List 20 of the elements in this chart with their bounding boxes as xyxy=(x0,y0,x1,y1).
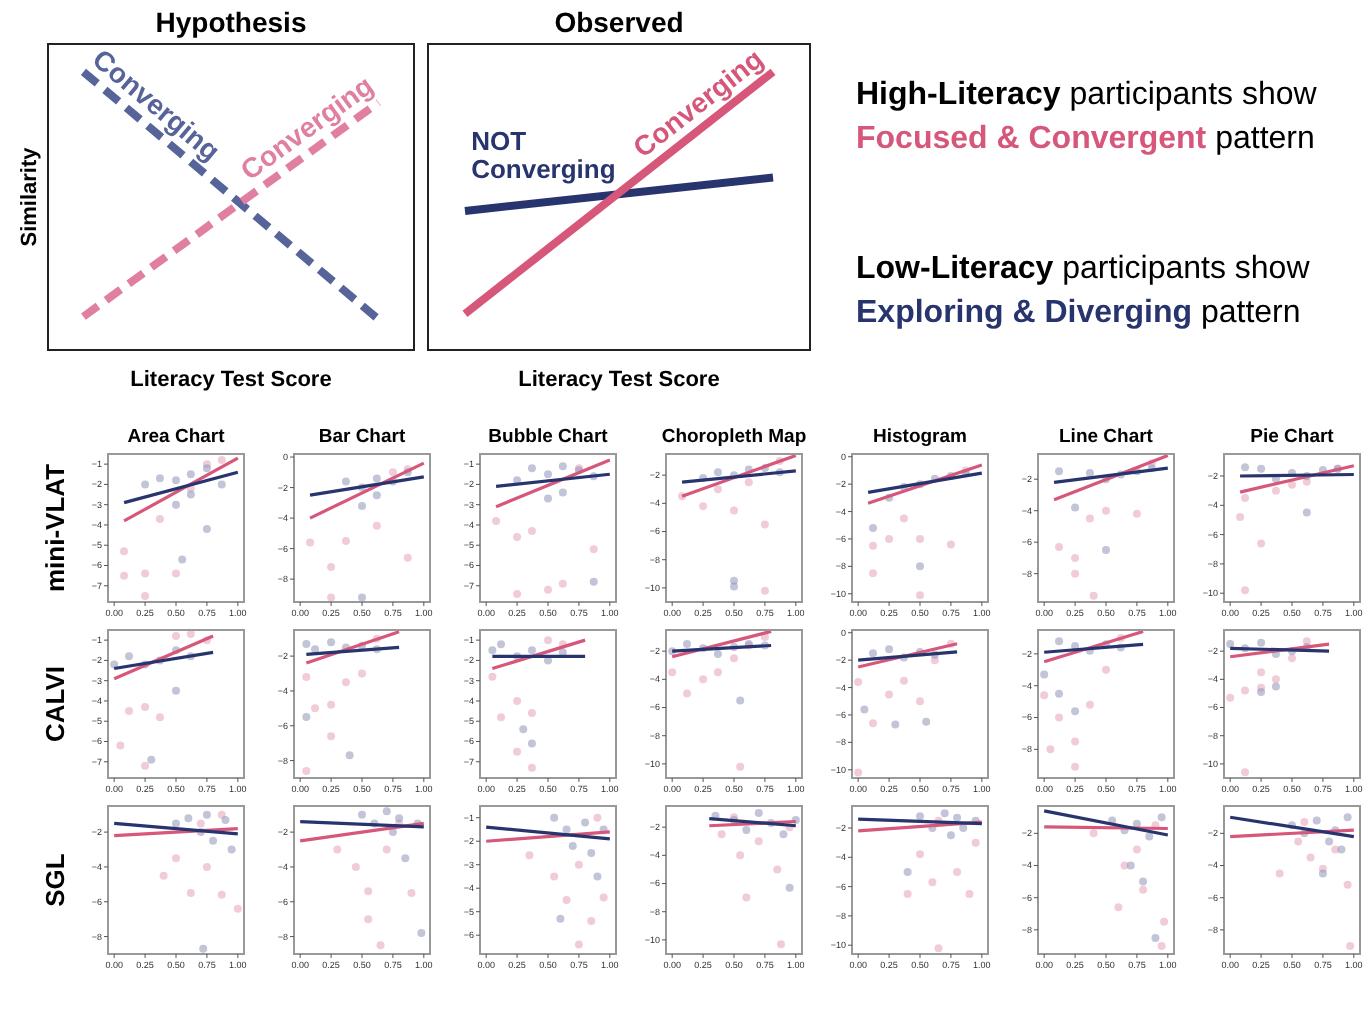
chart-title: Bar Chart xyxy=(318,426,407,448)
y-axis-title: CALVI xyxy=(40,665,70,743)
chart-title: Bubble Chart xyxy=(488,426,610,448)
y-axis-title: Similarity xyxy=(18,145,42,247)
series-label: NOT Converging xyxy=(471,126,616,185)
chart-title: Hypothesis xyxy=(155,6,307,38)
text: Exploring & Diverging pattern xyxy=(856,296,1301,330)
chart-title: Histogram xyxy=(873,426,967,448)
y-axis-title: SGL xyxy=(40,853,70,907)
x-axis-title: Literacy Test Score xyxy=(130,368,332,392)
y-axis-title: mini-VLAT xyxy=(40,463,70,593)
text: Focused & Convergent pattern xyxy=(856,122,1315,156)
x-axis-title: Literacy Test Score xyxy=(518,368,720,392)
chart-title: Line Chart xyxy=(1059,426,1155,448)
chart-title: Pie Chart xyxy=(1250,426,1336,448)
text: Low-Literacy participants show xyxy=(856,252,1311,286)
text: High-Literacy participants show xyxy=(856,78,1318,112)
chart-title: Area Chart xyxy=(127,426,227,448)
chart-title: Observed xyxy=(554,6,684,38)
chart-title: Choropleth Map xyxy=(661,426,807,448)
